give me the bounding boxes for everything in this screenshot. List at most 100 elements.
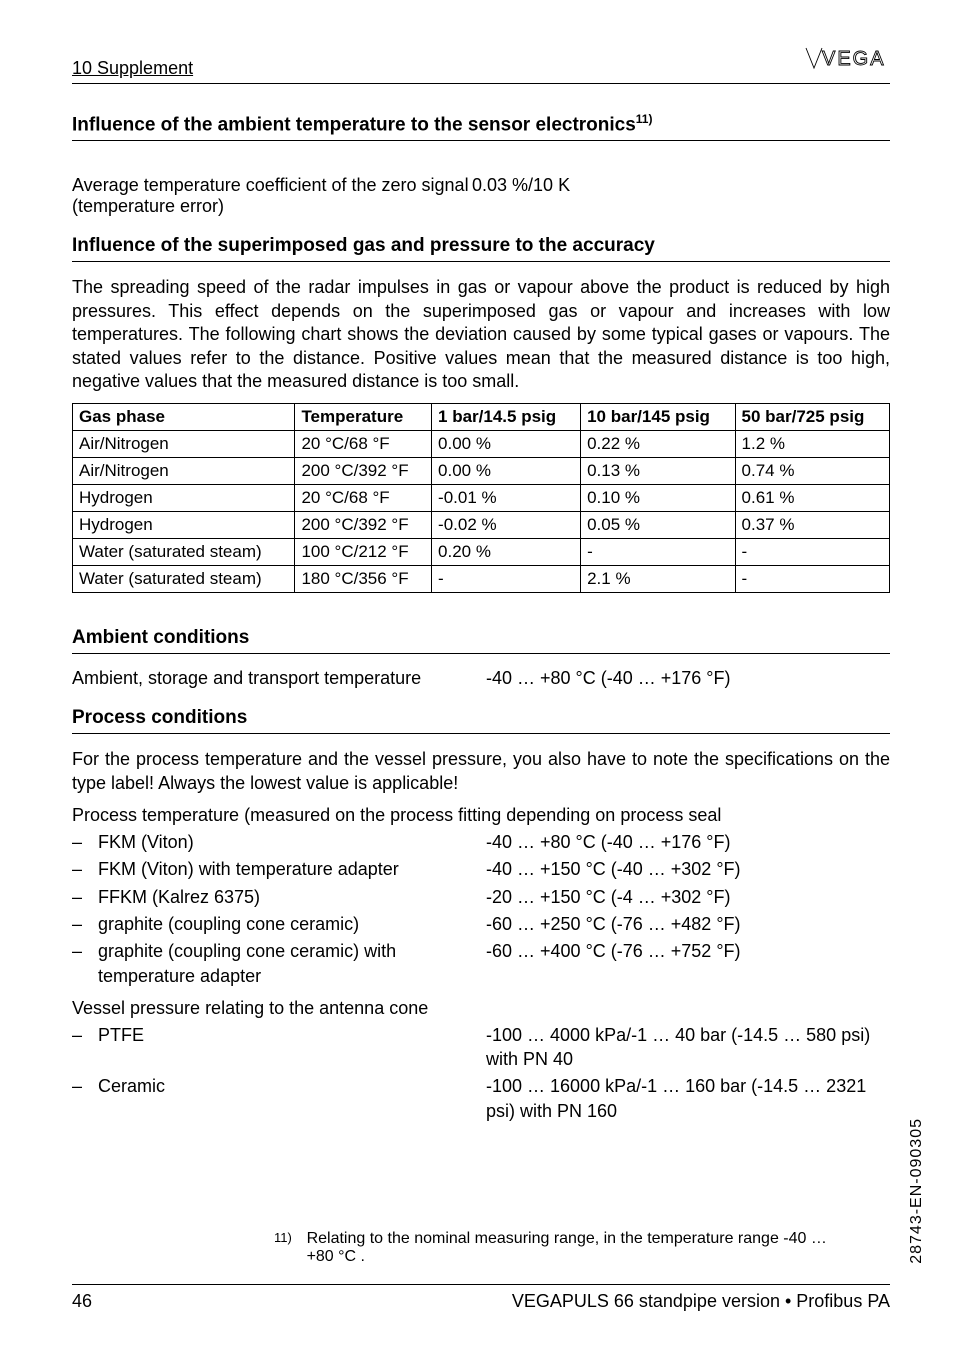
th-gas-phase: Gas phase (73, 404, 295, 431)
table-cell: 0.61 % (735, 485, 889, 512)
list-item-label: PTFE (98, 1023, 486, 1047)
table-cell: 2.1 % (581, 566, 735, 593)
table-cell: 200 °C/392 °F (295, 512, 432, 539)
table-cell: 20 °C/68 °F (295, 431, 432, 458)
section2-paragraph: The spreading speed of the radar impulse… (72, 276, 890, 393)
document-code-vertical: 28743-EN-090305 (908, 1118, 926, 1264)
table-cell: Water (saturated steam) (73, 566, 295, 593)
ambient-temp-label: Ambient, storage and transport temperatu… (72, 668, 486, 689)
list-item: –Ceramic-100 … 16000 kPa/-1 … 160 bar (-… (72, 1074, 890, 1123)
list-item: –FFKM (Kalrez 6375)-20 … +150 °C (-4 … +… (72, 885, 890, 909)
footer-right: VEGAPULS 66 standpipe version • Profibus… (512, 1291, 890, 1312)
page-footer: 46 VEGAPULS 66 standpipe version • Profi… (72, 1284, 890, 1312)
table-cell: 180 °C/356 °F (295, 566, 432, 593)
section-ambient-title: Ambient conditions (72, 627, 890, 654)
page-number: 46 (72, 1291, 92, 1312)
list-item-label: FKM (Viton) (98, 830, 486, 854)
table-row: Water (saturated steam)180 °C/356 °F-2.1… (73, 566, 890, 593)
dash-bullet: – (72, 912, 98, 936)
footnote-number: 11) (274, 1230, 307, 1266)
table-cell: 0.00 % (432, 458, 581, 485)
list-item: –FKM (Viton) with temperature adapter-40… (72, 857, 890, 881)
vessel-pressure-list: –PTFE-100 … 4000 kPa/-1 … 40 bar (-14.5 … (72, 1023, 890, 1123)
table-cell: 20 °C/68 °F (295, 485, 432, 512)
th-10bar: 10 bar/145 psig (581, 404, 735, 431)
avg-temp-coeff-label: Average temperature coefficient of the z… (72, 175, 472, 217)
table-cell: 200 °C/392 °F (295, 458, 432, 485)
list-item-label: FFKM (Kalrez 6375) (98, 885, 486, 909)
table-cell: 0.37 % (735, 512, 889, 539)
footnote-text: Relating to the nominal measuring range,… (307, 1230, 834, 1266)
table-cell: 0.13 % (581, 458, 735, 485)
table-cell: Air/Nitrogen (73, 431, 295, 458)
th-50bar: 50 bar/725 psig (735, 404, 889, 431)
section-gas-pressure-title: Influence of the superimposed gas and pr… (72, 235, 890, 262)
list-item-label: graphite (coupling cone ceramic) (98, 912, 486, 936)
table-cell: - (735, 566, 889, 593)
list-item: –graphite (coupling cone ceramic)-60 … +… (72, 912, 890, 936)
table-cell: Hydrogen (73, 512, 295, 539)
table-cell: 0.00 % (432, 431, 581, 458)
dash-bullet: – (72, 885, 98, 909)
list-item-label: Ceramic (98, 1074, 486, 1098)
header-left: 10 Supplement (72, 58, 193, 79)
process-temp-lead: Process temperature (measured on the pro… (72, 805, 890, 826)
vessel-pressure-lead: Vessel pressure relating to the antenna … (72, 998, 890, 1019)
table-cell: 0.20 % (432, 539, 581, 566)
list-item-value: -40 … +80 °C (-40 … +176 °F) (486, 830, 890, 854)
table-header-row: Gas phase Temperature 1 bar/14.5 psig 10… (73, 404, 890, 431)
ambient-temp-row: Ambient, storage and transport temperatu… (72, 668, 890, 689)
th-1bar: 1 bar/14.5 psig (432, 404, 581, 431)
table-cell: 0.74 % (735, 458, 889, 485)
table-row: Hydrogen200 °C/392 °F-0.02 %0.05 %0.37 % (73, 512, 890, 539)
section1-title-sup: 11) (636, 112, 653, 126)
avg-temp-coeff-value: 0.03 %/10 K (472, 175, 890, 217)
table-row: Air/Nitrogen200 °C/392 °F0.00 %0.13 %0.7… (73, 458, 890, 485)
dash-bullet: – (72, 1023, 98, 1047)
footnote-11: 11) Relating to the nominal measuring ra… (274, 1230, 834, 1266)
section-process-title: Process conditions (72, 707, 890, 734)
list-item: –PTFE-100 … 4000 kPa/-1 … 40 bar (-14.5 … (72, 1023, 890, 1072)
table-cell: - (432, 566, 581, 593)
list-item-value: -60 … +250 °C (-76 … +482 °F) (486, 912, 890, 936)
ambient-temp-value: -40 … +80 °C (-40 … +176 °F) (486, 668, 890, 689)
page-header: 10 Supplement VEGA (72, 44, 890, 84)
table-cell: -0.01 % (432, 485, 581, 512)
gas-deviation-table: Gas phase Temperature 1 bar/14.5 psig 10… (72, 403, 890, 593)
table-row: Water (saturated steam)100 °C/212 °F0.20… (73, 539, 890, 566)
svg-text:VEGA: VEGA (822, 48, 886, 70)
table-cell: -0.02 % (432, 512, 581, 539)
table-cell: 100 °C/212 °F (295, 539, 432, 566)
process-temp-list: –FKM (Viton)-40 … +80 °C (-40 … +176 °F)… (72, 830, 890, 988)
vega-logo: VEGA (804, 44, 890, 79)
dash-bullet: – (72, 830, 98, 854)
avg-temp-coeff-row: Average temperature coefficient of the z… (72, 175, 890, 217)
section1-title-text: Influence of the ambient temperature to … (72, 114, 636, 135)
table-cell: Air/Nitrogen (73, 458, 295, 485)
table-row: Hydrogen20 °C/68 °F-0.01 %0.10 %0.61 % (73, 485, 890, 512)
section4-para1: For the process temperature and the vess… (72, 748, 890, 795)
th-temperature: Temperature (295, 404, 432, 431)
table-cell: 0.22 % (581, 431, 735, 458)
dash-bullet: – (72, 857, 98, 881)
list-item-label: FKM (Viton) with temperature adapter (98, 857, 486, 881)
list-item-value: -100 … 16000 kPa/-1 … 160 bar (-14.5 … 2… (486, 1074, 890, 1123)
dash-bullet: – (72, 939, 98, 963)
list-item: –FKM (Viton)-40 … +80 °C (-40 … +176 °F) (72, 830, 890, 854)
table-cell: 1.2 % (735, 431, 889, 458)
table-cell: Water (saturated steam) (73, 539, 295, 566)
list-item-value: -40 … +150 °C (-40 … +302 °F) (486, 857, 890, 881)
table-cell: - (735, 539, 889, 566)
list-item-value: -100 … 4000 kPa/-1 … 40 bar (-14.5 … 580… (486, 1023, 890, 1072)
section-influence-temp-title: Influence of the ambient temperature to … (72, 112, 890, 141)
list-item: –graphite (coupling cone ceramic) with t… (72, 939, 890, 988)
dash-bullet: – (72, 1074, 98, 1098)
list-item-label: graphite (coupling cone ceramic) with te… (98, 939, 486, 988)
table-cell: - (581, 539, 735, 566)
table-cell: 0.05 % (581, 512, 735, 539)
list-item-value: -60 … +400 °C (-76 … +752 °F) (486, 939, 890, 963)
table-cell: Hydrogen (73, 485, 295, 512)
table-cell: 0.10 % (581, 485, 735, 512)
list-item-value: -20 … +150 °C (-4 … +302 °F) (486, 885, 890, 909)
table-row: Air/Nitrogen20 °C/68 °F0.00 %0.22 %1.2 % (73, 431, 890, 458)
